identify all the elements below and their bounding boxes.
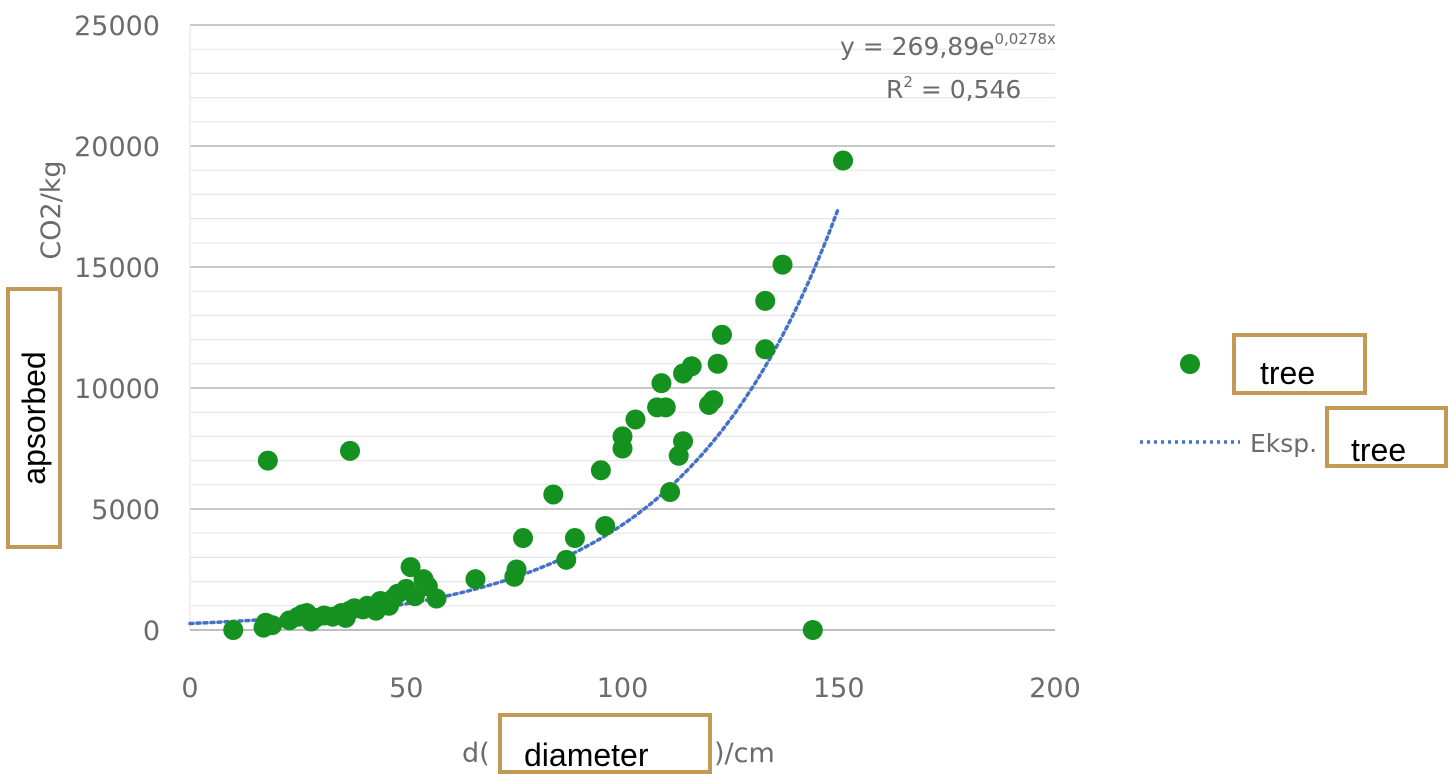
legend: Eksp.	[1140, 354, 1317, 458]
data-points	[223, 150, 854, 640]
data-point	[513, 528, 534, 549]
data-point	[543, 484, 564, 505]
data-point	[625, 409, 646, 430]
tree-label-2: tree	[1351, 432, 1407, 468]
data-point	[711, 324, 732, 345]
tree-label: tree	[1260, 355, 1316, 391]
r-squared: R2 = 0,546	[886, 73, 1021, 104]
data-point	[400, 557, 421, 578]
y-tick-label: 5000	[91, 495, 160, 526]
data-point	[257, 450, 278, 471]
data-point	[465, 569, 486, 590]
data-point	[223, 620, 244, 640]
r2-value: = 0,546	[913, 75, 1021, 104]
x-axis-label-prefix: d(	[462, 738, 490, 769]
data-point	[802, 620, 823, 640]
data-point	[707, 353, 728, 374]
data-point	[426, 588, 447, 609]
x-tick-labels: 0 50 100 150 200	[181, 673, 1080, 704]
data-point	[651, 373, 672, 394]
data-point	[660, 482, 681, 503]
data-point	[340, 440, 361, 461]
y-tick-label: 0	[143, 616, 160, 647]
data-point	[595, 515, 616, 536]
tree-label-box: tree	[1232, 333, 1367, 395]
y-tick-label: 15000	[74, 253, 160, 284]
data-point	[673, 431, 694, 452]
x-tick-label: 200	[1029, 673, 1081, 704]
data-point	[681, 356, 702, 377]
x-tick-label: 100	[597, 673, 649, 704]
tree-label-box-2: tree	[1325, 406, 1448, 468]
equation-exponent: 0,0278x	[995, 30, 1056, 48]
trendline-equation: y = 269,89e0,0278x	[840, 30, 1056, 61]
x-tick-label: 50	[389, 673, 423, 704]
y-tick-labels: 0 5000 10000 15000 20000 25000	[74, 11, 160, 647]
y-tick-label: 10000	[74, 374, 160, 405]
data-point	[703, 390, 724, 411]
x-tick-label: 0	[181, 673, 198, 704]
y-tick-label: 20000	[74, 132, 160, 163]
data-point	[755, 290, 776, 311]
legend-marker-points	[1180, 354, 1200, 374]
data-point	[612, 438, 633, 459]
data-point	[772, 254, 793, 275]
data-point	[564, 528, 585, 549]
absorbed-label-box: apsorbed	[6, 287, 62, 549]
data-point	[556, 549, 577, 570]
diameter-label-box: diameter	[498, 713, 712, 774]
diameter-label: diameter	[524, 737, 649, 773]
gridlines	[189, 24, 1055, 630]
r2-exponent: 2	[903, 73, 913, 91]
x-tick-label: 150	[813, 673, 865, 704]
data-point	[506, 559, 527, 580]
r2-base: R	[886, 75, 903, 104]
data-point	[590, 460, 611, 481]
data-point	[833, 150, 854, 171]
legend-label-trendline: Eksp.	[1250, 429, 1317, 458]
absorbed-label: apsorbed	[16, 351, 52, 485]
x-axis-label-suffix: )/cm	[714, 738, 775, 769]
y-tick-label: 25000	[74, 11, 160, 42]
equation-base: y = 269,89e	[840, 32, 995, 61]
data-point	[262, 615, 283, 636]
data-point	[655, 397, 676, 418]
y-axis-label: CO2/kg	[36, 160, 67, 259]
data-point	[755, 339, 776, 360]
